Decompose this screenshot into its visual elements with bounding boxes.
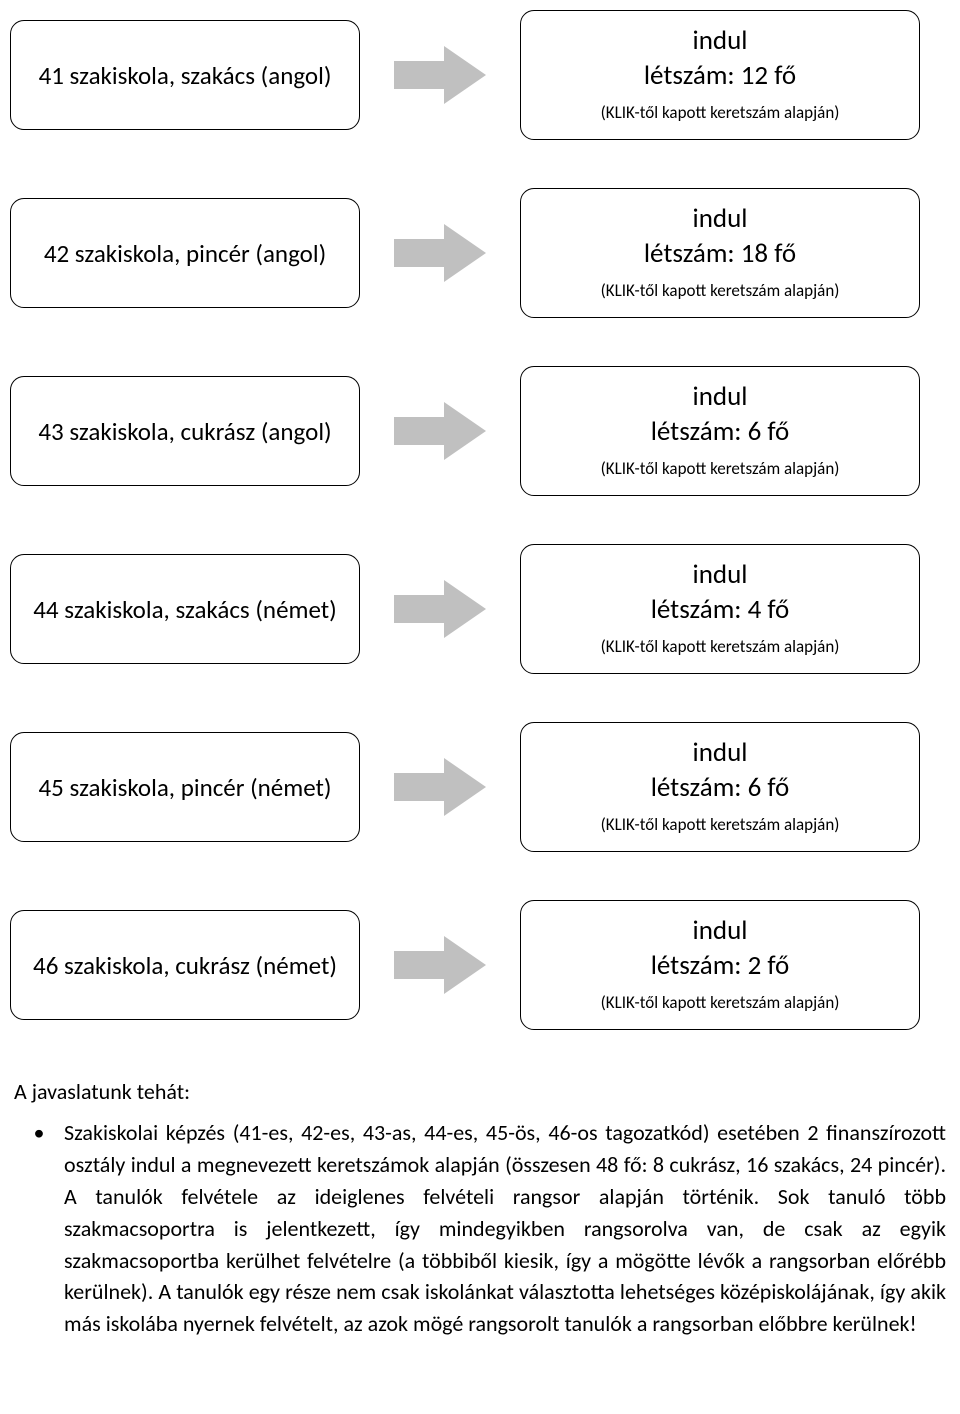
- right-box-note: (KLIK-től kapott keretszám alapján): [601, 102, 840, 123]
- intro-text: A javaslatunk tehát:: [14, 1078, 946, 1105]
- body-text: A javaslatunk tehát: • Szakiskolai képzé…: [10, 1078, 950, 1340]
- arrow-icon: [360, 402, 520, 460]
- left-box-label: 46 szakiskola, cukrász (német): [33, 950, 337, 981]
- diagram-row: 41 szakiskola, szakács (angol) indul lét…: [10, 10, 950, 140]
- left-box-label: 44 szakiskola, szakács (német): [33, 594, 336, 625]
- right-box-capacity: létszám: 6 fő: [651, 415, 790, 448]
- right-box-status: indul: [693, 736, 748, 769]
- right-box-capacity: létszám: 18 fő: [644, 237, 796, 270]
- right-box-note: (KLIK-től kapott keretszám alapján): [601, 814, 840, 835]
- left-box: 46 szakiskola, cukrász (német): [10, 910, 360, 1020]
- left-box-label: 43 szakiskola, cukrász (angol): [38, 416, 331, 447]
- left-box: 44 szakiskola, szakács (német): [10, 554, 360, 664]
- arrow-icon: [360, 46, 520, 104]
- right-box: indul létszám: 6 fő (KLIK-től kapott ker…: [520, 722, 920, 852]
- right-box: indul létszám: 18 fő (KLIK-től kapott ke…: [520, 188, 920, 318]
- left-box-label: 45 szakiskola, pincér (német): [39, 772, 332, 803]
- right-box-capacity: létszám: 2 fő: [651, 949, 790, 982]
- arrow-icon: [360, 758, 520, 816]
- left-box: 43 szakiskola, cukrász (angol): [10, 376, 360, 486]
- diagram-row: 42 szakiskola, pincér (angol) indul léts…: [10, 188, 950, 318]
- right-box-note: (KLIK-től kapott keretszám alapján): [601, 636, 840, 657]
- right-box: indul létszám: 4 fő (KLIK-től kapott ker…: [520, 544, 920, 674]
- arrow-icon: [360, 936, 520, 994]
- diagram-row: 46 szakiskola, cukrász (német) indul lét…: [10, 900, 950, 1030]
- right-box-capacity: létszám: 12 fő: [644, 59, 796, 92]
- diagram-row: 45 szakiskola, pincér (német) indul léts…: [10, 722, 950, 852]
- bullet-text: Szakiskolai képzés (41-es, 42-es, 43-as,…: [64, 1117, 946, 1340]
- diagram-row: 43 szakiskola, cukrász (angol) indul lét…: [10, 366, 950, 496]
- arrow-icon: [360, 580, 520, 638]
- right-box-status: indul: [693, 558, 748, 591]
- right-box: indul létszám: 6 fő (KLIK-től kapott ker…: [520, 366, 920, 496]
- right-box-note: (KLIK-től kapott keretszám alapján): [601, 280, 840, 301]
- right-box-capacity: létszám: 6 fő: [651, 771, 790, 804]
- left-box: 45 szakiskola, pincér (német): [10, 732, 360, 842]
- right-box-status: indul: [693, 914, 748, 947]
- diagram-row: 44 szakiskola, szakács (német) indul lét…: [10, 544, 950, 674]
- arrow-icon: [360, 224, 520, 282]
- right-box-status: indul: [693, 380, 748, 413]
- right-box-note: (KLIK-től kapott keretszám alapján): [601, 458, 840, 479]
- bullet-icon: •: [14, 1117, 64, 1340]
- right-box: indul létszám: 12 fő (KLIK-től kapott ke…: [520, 10, 920, 140]
- right-box-note: (KLIK-től kapott keretszám alapján): [601, 992, 840, 1013]
- page: 41 szakiskola, szakács (angol) indul lét…: [0, 0, 960, 1380]
- bullet-item: • Szakiskolai képzés (41-es, 42-es, 43-a…: [14, 1117, 946, 1340]
- right-box-capacity: létszám: 4 fő: [651, 593, 790, 626]
- right-box-status: indul: [693, 24, 748, 57]
- right-box: indul létszám: 2 fő (KLIK-től kapott ker…: [520, 900, 920, 1030]
- left-box-label: 42 szakiskola, pincér (angol): [44, 238, 326, 269]
- left-box: 42 szakiskola, pincér (angol): [10, 198, 360, 308]
- right-box-status: indul: [693, 202, 748, 235]
- left-box: 41 szakiskola, szakács (angol): [10, 20, 360, 130]
- left-box-label: 41 szakiskola, szakács (angol): [39, 60, 332, 91]
- diagram-rows: 41 szakiskola, szakács (angol) indul lét…: [10, 10, 950, 1030]
